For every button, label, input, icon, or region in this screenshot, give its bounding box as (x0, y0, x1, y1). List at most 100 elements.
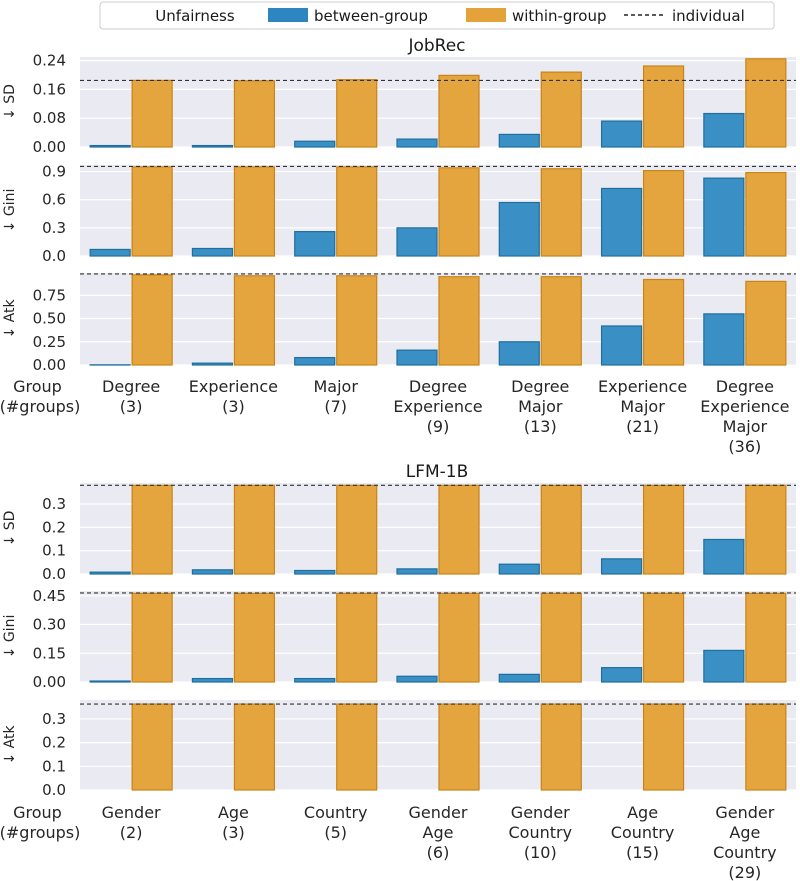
bar-within-c1-p2-4 (540, 703, 582, 791)
ytick-c1-p1-3: 0.45 (33, 587, 66, 605)
legend-swatch-within (466, 8, 506, 22)
ytick-c0-p0-2: 0.16 (33, 80, 66, 98)
bar-within-c1-p0-1 (233, 484, 276, 575)
bar-within-c0-p1-6 (745, 171, 787, 257)
bar-within-c0-p1-1 (233, 166, 276, 257)
category-label-c1-2-1: (5) (324, 823, 347, 842)
bar-within-c0-p1-0 (131, 166, 173, 257)
category-label-c0-3-1: Experience (393, 397, 482, 416)
category-label-c0-5-2: (21) (626, 417, 659, 436)
category-label-c1-6-3: (29) (728, 863, 761, 881)
bar-within-c0-p0-1 (233, 80, 276, 148)
bar-within-c0-p2-3 (438, 276, 480, 366)
category-label-c0-6-1: Experience (700, 397, 789, 416)
bar-within-c1-p1-2 (336, 592, 378, 683)
ytick-c0-p2-3: 0.75 (33, 286, 66, 304)
category-label-c1-4-2: (10) (524, 843, 557, 862)
bar-within-c0-p0-5 (642, 65, 685, 148)
bar-between-c1-p0-2 (294, 569, 336, 575)
category-label-c0-1-1: (3) (222, 397, 245, 416)
bar-between-c1-p1-4 (498, 673, 540, 683)
chart-title-jobrec: JobRec (407, 36, 465, 56)
panel-bg-c1-p2 (80, 700, 796, 790)
category-label-c0-5-0: Experience (598, 377, 687, 396)
category-label-c1-2-0: Country (304, 803, 368, 822)
ytick-c1-p1-1: 0.15 (33, 644, 66, 662)
bar-between-c0-p2-4 (498, 341, 540, 366)
ytick-c0-p2-0: 0.00 (33, 356, 66, 374)
bar-within-c1-p2-5 (642, 703, 685, 791)
ytick-c0-p0-3: 0.24 (33, 52, 66, 70)
bar-within-c1-p1-0 (131, 592, 173, 683)
category-label-c1-5-1: Country (611, 823, 675, 842)
ytick-c0-p2-1: 0.25 (33, 333, 66, 351)
bar-between-c1-p0-5 (600, 558, 643, 575)
ytick-c1-p1-0: 0.00 (33, 673, 66, 691)
bar-within-c0-p2-4 (540, 276, 582, 366)
ylabel-c0-p2: ↓ Atk (2, 299, 18, 339)
bar-between-c1-p1-5 (600, 667, 643, 683)
bar-between-c1-p1-2 (294, 677, 336, 683)
bar-within-c0-p2-6 (745, 280, 787, 366)
ytick-c1-p0-1: 0.1 (42, 542, 66, 560)
bar-within-c1-p0-2 (336, 484, 378, 575)
bar-between-c0-p0-1 (191, 144, 234, 148)
category-label-c0-0-1: (3) (120, 397, 143, 416)
bar-within-c0-p2-5 (642, 278, 685, 366)
ytick-c0-p1-2: 0.6 (42, 191, 66, 209)
bar-within-c1-p1-3 (438, 592, 480, 683)
bar-between-c0-p2-5 (600, 325, 643, 366)
bar-within-c0-p0-0 (131, 79, 173, 148)
bar-within-c0-p1-4 (540, 168, 582, 257)
category-label-c1-3-1: Age (423, 823, 454, 842)
bar-within-c1-p1-4 (540, 592, 582, 683)
bar-between-c1-p0-3 (396, 568, 438, 575)
bar-between-c0-p0-3 (396, 138, 438, 148)
bar-within-c1-p1-6 (745, 592, 787, 683)
category-label-c1-5-2: (15) (626, 843, 659, 862)
bar-within-c1-p0-5 (642, 484, 685, 575)
plots: 0.00 0.08 0.16 0.24 ↓ SD 0.0 0.3 0.6 0.9 ↓ Gini 0.… (2, 52, 796, 881)
ytick-c0-p2-2: 0.50 (33, 310, 66, 328)
bar-within-c0-p0-3 (438, 74, 480, 148)
category-label-c0-2-1: (7) (324, 397, 347, 416)
ylabel-c1-p1: ↓ Gini (2, 615, 18, 659)
legend-label-within: within-group (512, 7, 606, 25)
bar-within-c0-p1-2 (336, 166, 378, 257)
group-label-lfm: Group (#groups) (0, 803, 80, 842)
category-label-c1-0-0: Gender (102, 803, 161, 822)
category-label-c0-5-1: Major (620, 397, 665, 416)
bar-between-c0-p0-5 (600, 120, 643, 148)
ytick-c1-p0-2: 0.2 (42, 518, 66, 536)
ytick-c0-p0-1: 0.08 (33, 109, 66, 127)
category-label-c0-4-2: (13) (524, 417, 557, 436)
category-label-c0-4-1: Major (518, 397, 563, 416)
ytick-c1-p0-3: 0.3 (42, 495, 66, 513)
bar-between-c0-p2-2 (294, 356, 336, 366)
category-label-c0-6-3: (36) (728, 437, 761, 456)
category-label-c1-1-0: Age (218, 803, 249, 822)
chart-title-lfm: LFM-1B (406, 462, 469, 482)
legend: Unfairness between-group within-group in… (99, 1, 775, 30)
bar-within-c0-p2-1 (233, 275, 276, 366)
ylabel-c1-p0: ↓ SD (2, 511, 18, 547)
panel-bg-c0-p0 (80, 57, 796, 147)
bar-between-c0-p1-4 (498, 201, 540, 257)
bar-within-c0-p2-2 (336, 275, 378, 366)
category-label-c1-5-0: Age (627, 803, 658, 822)
group-label-jobrec-line1: Group (13, 377, 62, 396)
ytick-c0-p1-0: 0.0 (42, 247, 66, 265)
ytick-c1-p1-2: 0.30 (33, 616, 66, 634)
ylabel-c0-p0: ↓ SD (2, 84, 18, 120)
bar-between-c0-p1-3 (396, 227, 438, 257)
group-label-jobrec-line2: (#groups) (0, 397, 80, 416)
ytick-c1-p0-0: 0.0 (42, 565, 66, 583)
bar-between-c0-p1-5 (600, 187, 643, 257)
category-label-c1-4-0: Gender (511, 803, 570, 822)
bar-within-c0-p0-4 (540, 71, 582, 148)
category-label-c1-6-0: Gender (715, 803, 774, 822)
legend-label-individual: individual (672, 7, 745, 25)
bar-within-c1-p2-3 (438, 703, 480, 791)
category-label-c1-4-1: Country (509, 823, 573, 842)
legend-label-between: between-group (314, 7, 428, 25)
